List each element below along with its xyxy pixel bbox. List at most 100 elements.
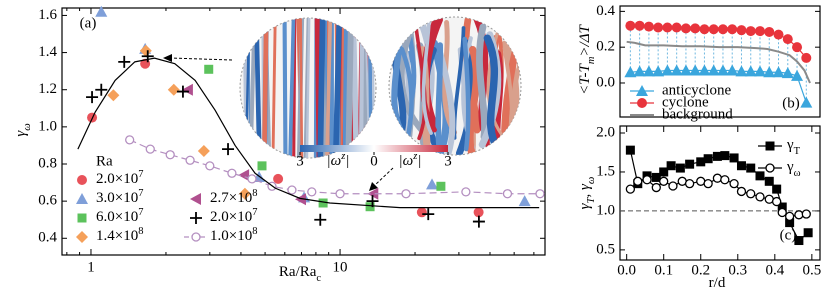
panel-label: (c) — [780, 227, 797, 243]
legend-marker — [76, 231, 88, 243]
x-tick-label: 0.3 — [728, 262, 747, 278]
legend-label: 2.0×107 — [210, 207, 257, 226]
text-part: γ — [786, 137, 794, 153]
legend-label: 1.0×108 — [210, 226, 257, 245]
text-part: 8 — [252, 226, 257, 237]
marker — [422, 208, 435, 221]
marker — [764, 26, 775, 37]
marker — [461, 187, 471, 197]
marker — [703, 179, 713, 189]
marker — [95, 83, 108, 96]
marker — [238, 169, 250, 182]
arrow — [169, 57, 233, 61]
text-part: 7 — [138, 207, 143, 218]
marker — [125, 135, 135, 145]
marker — [86, 91, 99, 104]
marker — [662, 22, 673, 33]
plot-frame — [619, 5, 821, 118]
marker — [634, 20, 645, 31]
text-part: T — [794, 146, 801, 157]
text-part: m — [586, 56, 597, 64]
y-tick-label: 1.5 — [596, 163, 615, 179]
text-part: ω — [794, 168, 801, 179]
text-part: 7 — [252, 207, 257, 218]
x-tick-label: 0.2 — [691, 262, 710, 278]
legend-label: cyclone — [662, 94, 709, 110]
marker — [755, 192, 765, 202]
marker — [222, 143, 235, 156]
plot-frame — [61, 7, 546, 256]
marker — [426, 178, 439, 190]
marker — [651, 172, 661, 182]
marker — [295, 193, 307, 206]
marker — [712, 173, 723, 183]
text-part: γ — [13, 130, 29, 137]
vortex-tube — [332, 18, 343, 158]
marker — [625, 145, 635, 155]
vortex-tube — [462, 36, 471, 152]
text-part: ω — [586, 177, 597, 184]
marker — [763, 66, 776, 78]
vortex-tube — [325, 18, 333, 158]
marker — [502, 189, 513, 199]
text-part: 2.7×10 — [210, 190, 252, 206]
marker — [712, 151, 722, 161]
text-part: γ — [577, 202, 593, 209]
marker — [680, 23, 691, 34]
annotation-arrows — [163, 54, 394, 191]
marker — [176, 85, 189, 98]
marker — [185, 155, 195, 165]
marker — [689, 64, 702, 76]
legend-marker — [77, 213, 87, 223]
marker — [777, 202, 787, 212]
vortex-tube — [317, 18, 326, 158]
plot-frame — [619, 125, 821, 261]
marker — [781, 67, 794, 79]
marker — [698, 64, 711, 76]
x-axis-label: r/d — [709, 275, 726, 291]
legend-label: anticyclone — [662, 82, 731, 98]
text-part: 7 — [138, 188, 143, 199]
marker — [642, 175, 652, 185]
y-tick-label: 0.4 — [596, 3, 615, 19]
marker — [736, 186, 747, 197]
y-tick-label: 1.4 — [38, 44, 57, 60]
y-tick-label: 0.2 — [596, 39, 615, 55]
vortex-tube — [299, 18, 304, 158]
y-tick-label: 2.0 — [596, 124, 615, 140]
marker — [416, 207, 427, 218]
legend-marker — [190, 212, 202, 224]
marker — [227, 168, 237, 178]
series-line — [77, 57, 540, 209]
vortex-tube — [435, 42, 444, 155]
text-part: | — [345, 153, 349, 169]
text-part: , γ — [577, 183, 593, 198]
marker — [473, 207, 484, 218]
marker — [670, 64, 683, 76]
vortex-tube — [476, 23, 488, 141]
marker — [633, 65, 646, 77]
marker — [699, 24, 710, 35]
marker — [726, 64, 739, 76]
legend-marker — [77, 175, 87, 185]
y-tick-label: 0.4 — [38, 230, 57, 246]
marker — [659, 167, 669, 177]
marker — [335, 189, 345, 199]
marker — [736, 25, 747, 36]
marker — [307, 187, 317, 197]
marker — [273, 173, 284, 184]
marker — [107, 89, 120, 102]
colorbar-label: |ωz| — [327, 151, 350, 170]
vortex-tube — [248, 18, 257, 158]
marker — [801, 52, 812, 63]
x-tick-label: 0.1 — [654, 262, 673, 278]
marker — [782, 34, 793, 45]
marker — [690, 23, 701, 34]
panel-label: (b) — [782, 95, 800, 111]
text-part: 1.4×10 — [96, 228, 138, 244]
legend-marker — [765, 163, 775, 173]
vortex-tube — [466, 45, 480, 155]
text-part: ω — [22, 123, 33, 130]
y-axis-label: <T-Tm>/ΔT — [577, 23, 596, 94]
marker — [746, 189, 756, 199]
